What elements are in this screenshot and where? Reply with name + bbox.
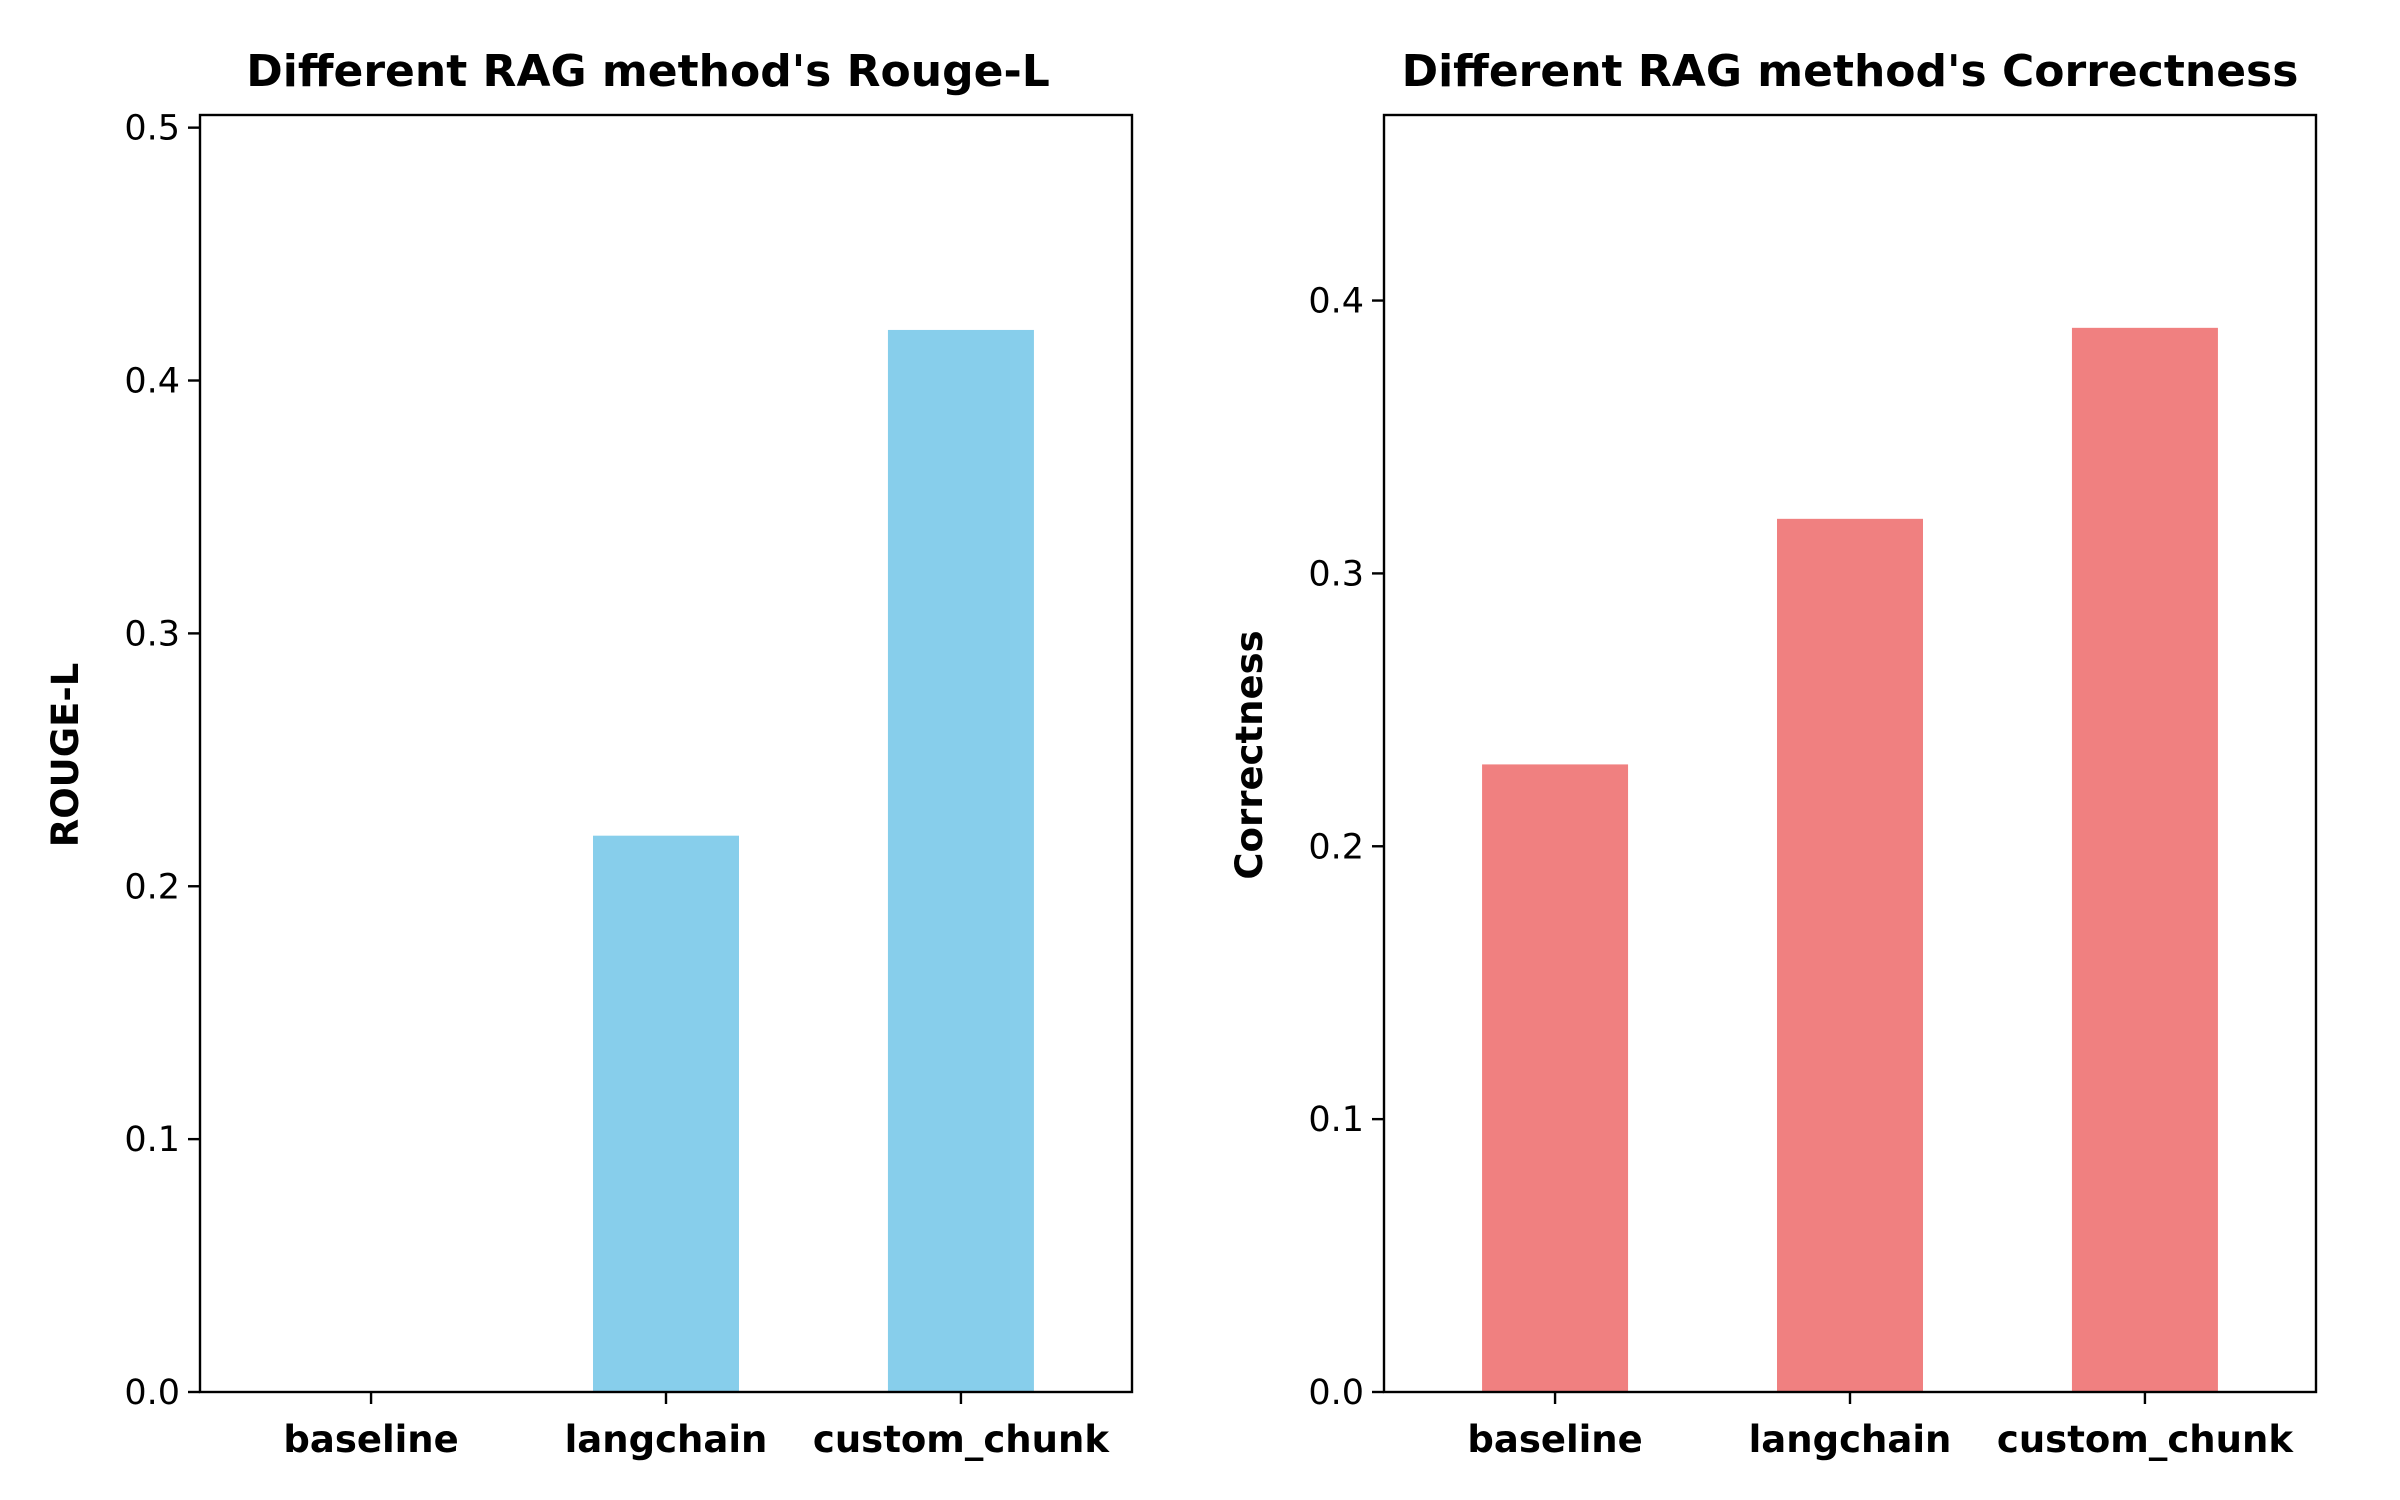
y-axis-label: ROUGE-L [44, 663, 87, 848]
y-tick-label: 0.0 [124, 1373, 180, 1413]
y-tick-label: 0.1 [124, 1120, 180, 1160]
bars [1482, 327, 2218, 1392]
x-ticks: baseline langchain custom_chunk [283, 1392, 1110, 1461]
y-tick-label: 0.4 [124, 362, 180, 402]
y-tick-label: 0.5 [124, 109, 180, 149]
chart-title: Different RAG method's Rouge-L [246, 46, 1050, 97]
y-tick-label: 0.0 [1308, 1373, 1364, 1413]
rouge-l-chart: Different RAG method's Rouge-L ROUGE-L 0… [44, 46, 1134, 1461]
plot-frame [1382, 113, 2318, 1394]
x-tick-label-baseline: baseline [283, 1418, 458, 1461]
x-ticks: baseline langchain custom_chunk [1467, 1392, 2294, 1461]
x-tick-label-langchain: langchain [565, 1418, 768, 1461]
bar-custom_chunk [2071, 327, 2218, 1392]
correctness-chart: Different RAG method's Correctness Corre… [1228, 46, 2318, 1461]
x-tick-label-baseline: baseline [1467, 1418, 1642, 1461]
chart-title: Different RAG method's Correctness [1402, 46, 2299, 97]
y-tick-label: 0.1 [1308, 1100, 1364, 1140]
x-tick-label-custom_chunk: custom_chunk [1997, 1418, 2294, 1461]
y-tick-label: 0.2 [124, 867, 180, 907]
y-tick-label: 0.3 [124, 614, 180, 654]
y-tick-label: 0.3 [1308, 554, 1364, 594]
bar-langchain [1777, 518, 1923, 1392]
bar-langchain [593, 835, 739, 1392]
y-tick-label: 0.4 [1308, 282, 1364, 322]
bar-custom_chunk [887, 329, 1034, 1393]
y-ticks: 0.0 0.1 0.2 0.3 0.4 0.5 [124, 109, 200, 1413]
x-tick-label-langchain: langchain [1749, 1418, 1952, 1461]
y-ticks: 0.0 0.1 0.2 0.3 0.4 [1308, 282, 1384, 1413]
y-tick-label: 0.2 [1308, 827, 1364, 867]
bar-baseline [1482, 764, 1629, 1392]
y-axis-label: Correctness [1228, 630, 1271, 879]
x-tick-label-custom_chunk: custom_chunk [813, 1418, 1110, 1461]
bars [593, 329, 1034, 1393]
plot-frame [198, 113, 1134, 1394]
